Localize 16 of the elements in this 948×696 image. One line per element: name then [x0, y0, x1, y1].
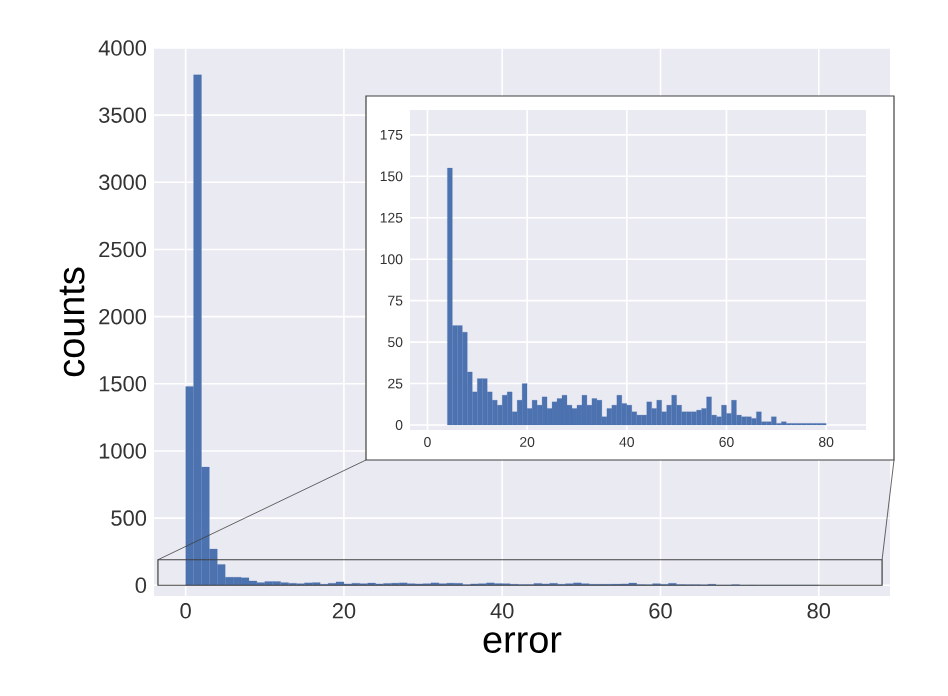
- x-tick-label: 40: [490, 603, 514, 619]
- y-tick-label: 3000: [99, 174, 147, 191]
- y-tick-label: 2000: [99, 308, 147, 325]
- x-tick-label: 80: [807, 603, 831, 619]
- x-tick-label: 60: [649, 603, 672, 619]
- y-axis-title: counts: [59, 267, 85, 377]
- y-tick-label: 3500: [99, 107, 147, 123]
- x-tick-label: 20: [332, 603, 356, 619]
- y-tick-label: 1500: [99, 376, 147, 392]
- y-tick-label: 4000: [98, 40, 147, 56]
- y-tick-label: 0: [135, 577, 147, 594]
- y-tick-label: 500: [111, 510, 147, 526]
- x-tick-label: 0: [180, 603, 191, 619]
- y-tick-label: 2500: [99, 241, 147, 258]
- x-axis-title: error: [483, 632, 562, 653]
- y-tick-label: 1000: [99, 443, 147, 459]
